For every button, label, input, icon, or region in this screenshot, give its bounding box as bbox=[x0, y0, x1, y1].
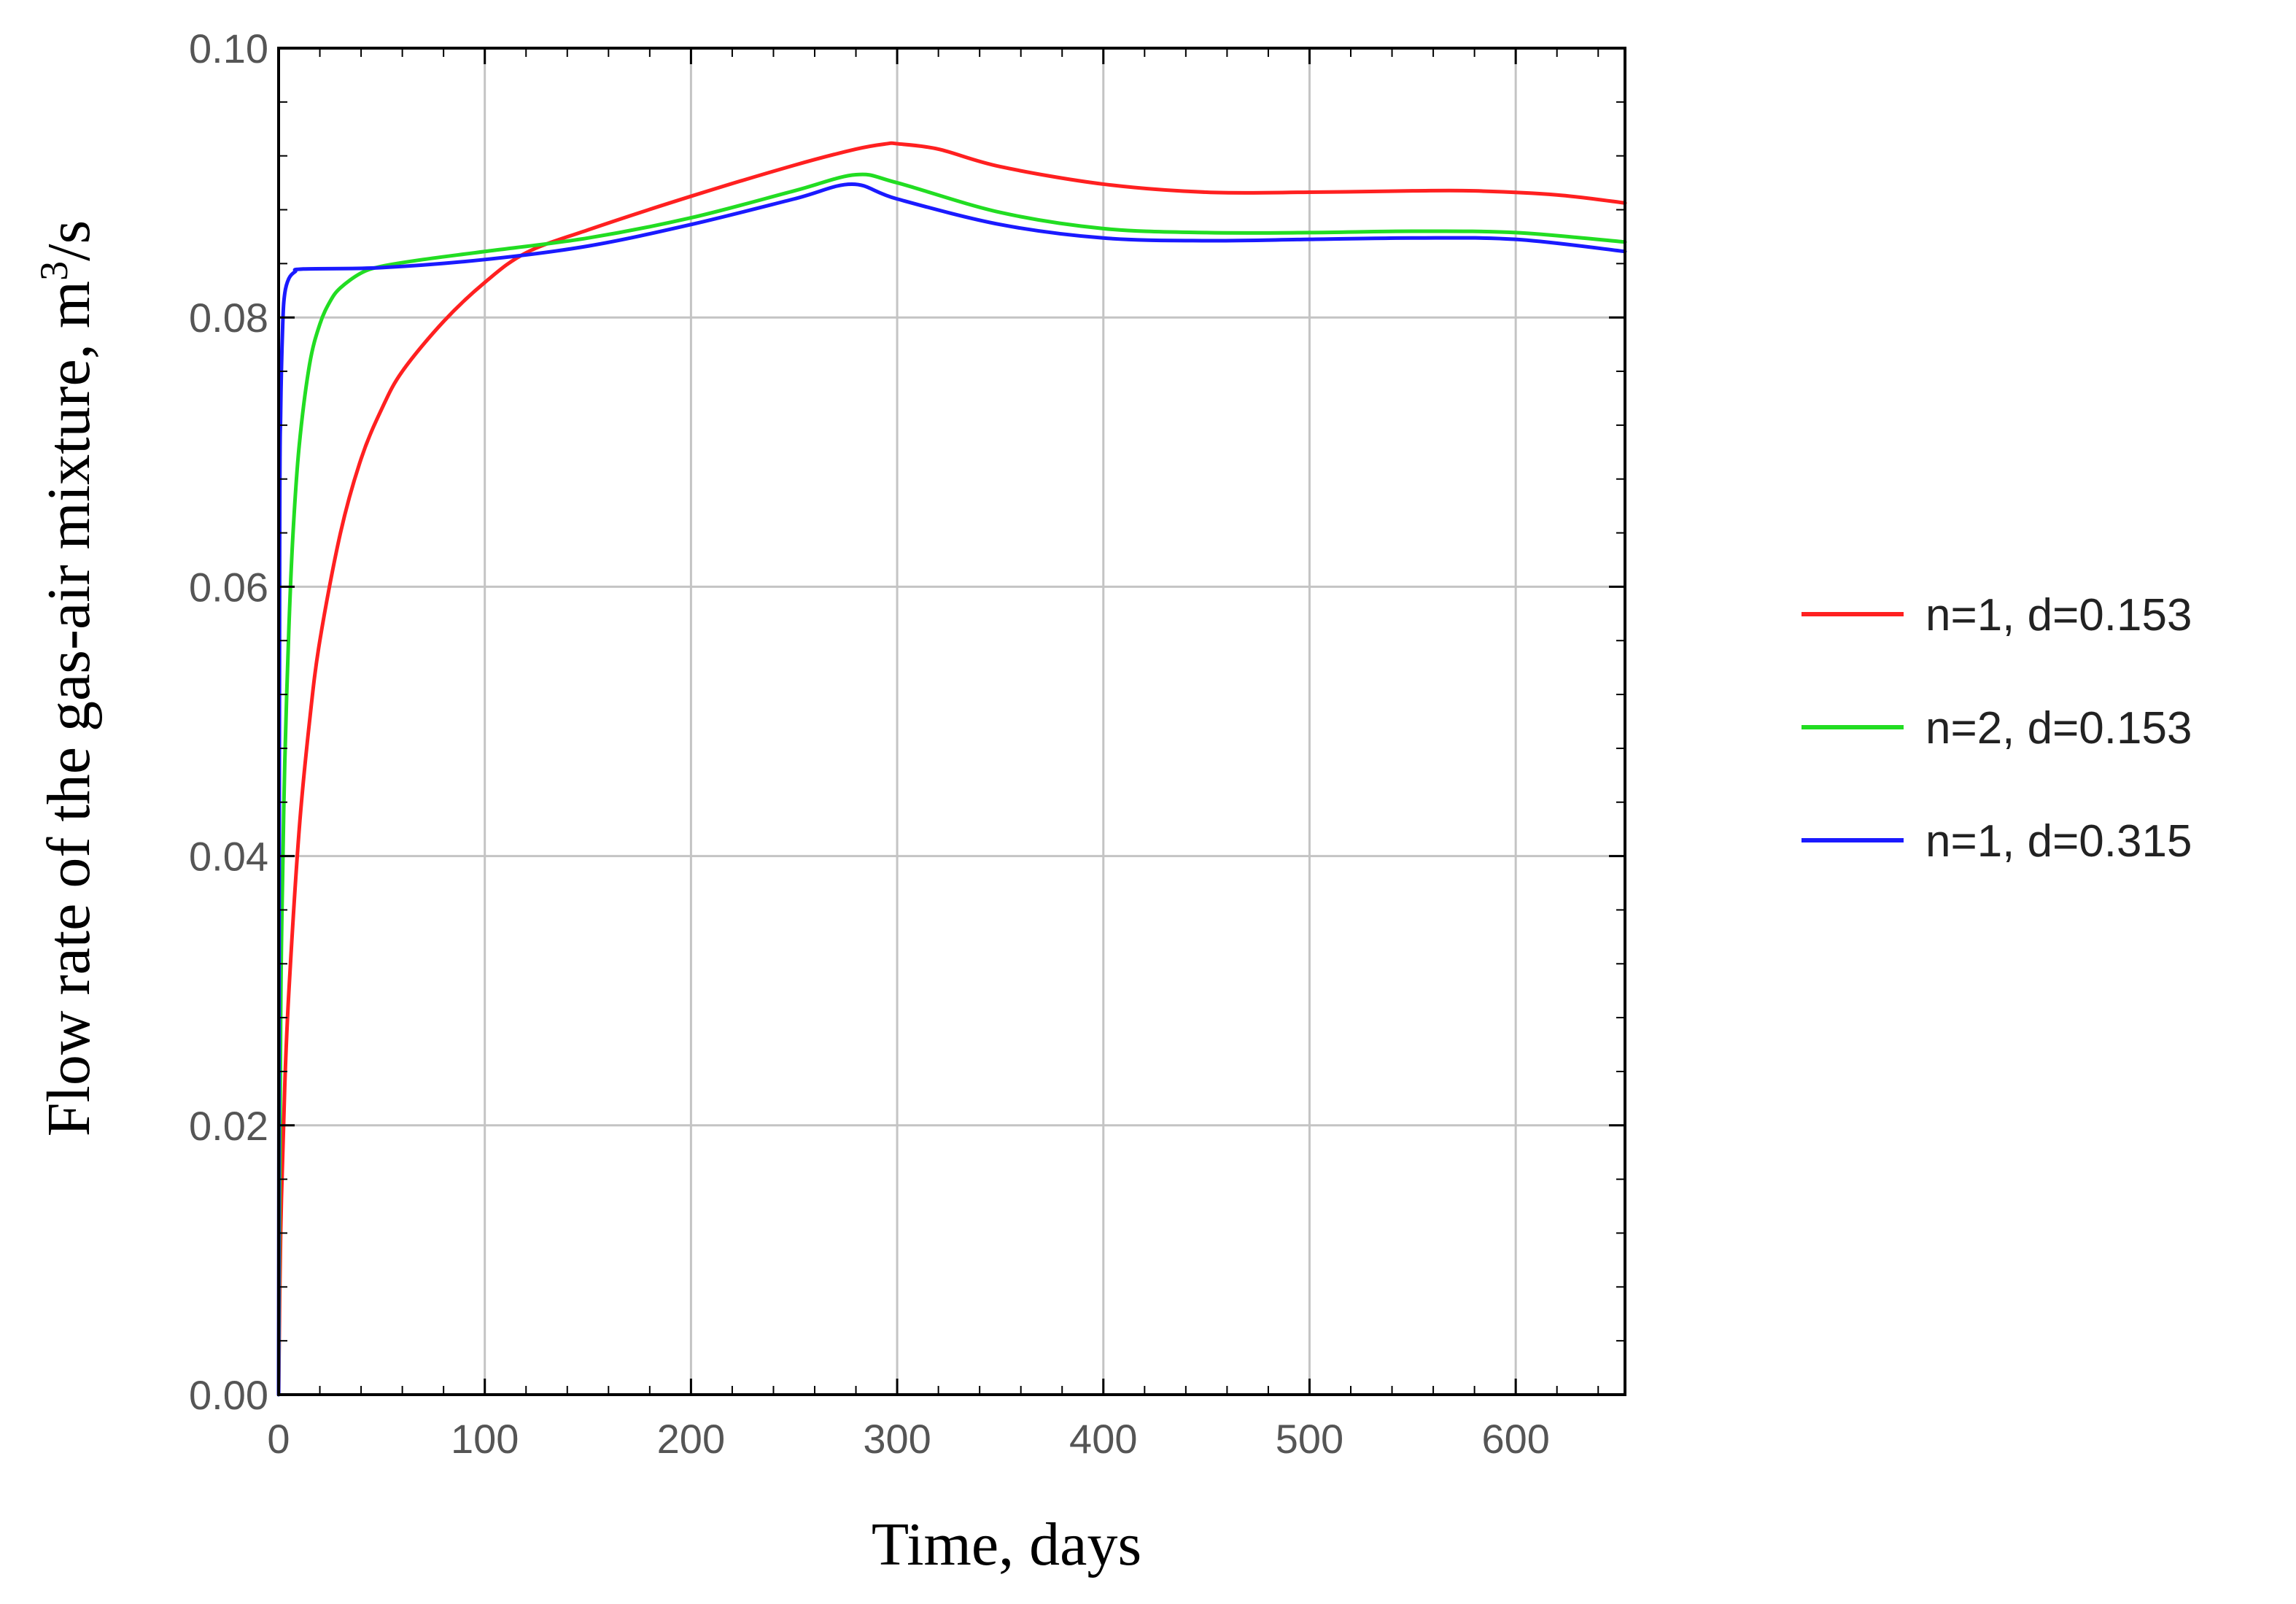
legend-label-2: n=1, d=0.315 bbox=[1925, 816, 2192, 867]
x-tick-labels: 0 100 200 300 400 500 600 bbox=[267, 1416, 1549, 1462]
legend: n=1, d=0.153 n=2, d=0.153 n=1, d=0.315 bbox=[1801, 590, 2192, 867]
x-axis-title: Time, days bbox=[872, 1511, 1141, 1578]
series-layer bbox=[276, 141, 1627, 1397]
grid bbox=[279, 48, 1625, 1395]
x-tick-label-6: 600 bbox=[1481, 1416, 1549, 1462]
y-tick-label-3: 0.06 bbox=[189, 564, 268, 610]
x-tick-label-0: 0 bbox=[267, 1416, 290, 1462]
ticks bbox=[277, 47, 1625, 1396]
y-tick-labels: 0.00 0.02 0.04 0.06 0.08 0.10 bbox=[189, 26, 268, 1418]
x-tick-label-3: 300 bbox=[863, 1416, 931, 1462]
series-line-0 bbox=[276, 141, 1627, 1397]
series-line-1 bbox=[276, 172, 1627, 1397]
x-tick-label-5: 500 bbox=[1276, 1416, 1343, 1462]
series-line-2 bbox=[276, 182, 1627, 1397]
y-tick-label-2: 0.04 bbox=[189, 834, 268, 880]
y-tick-label-4: 0.08 bbox=[189, 295, 268, 341]
y-tick-label-5: 0.10 bbox=[189, 26, 268, 71]
legend-label-0: n=1, d=0.153 bbox=[1925, 590, 2192, 640]
y-tick-label-0: 0.00 bbox=[189, 1372, 268, 1418]
legend-label-1: n=2, d=0.153 bbox=[1925, 703, 2192, 753]
y-axis-title: Flow rate of the gas-air mixture, m3/s bbox=[32, 220, 103, 1136]
y-axis-title-superscript: 3 bbox=[32, 261, 76, 281]
y-axis-title-main: Flow rate of the gas-air mixture, m bbox=[35, 281, 103, 1136]
x-tick-label-2: 200 bbox=[657, 1416, 725, 1462]
x-tick-label-1: 100 bbox=[451, 1416, 519, 1462]
y-tick-label-1: 0.02 bbox=[189, 1103, 268, 1149]
y-axis-title-tail: /s bbox=[35, 220, 103, 261]
plot-frame bbox=[277, 47, 1626, 1396]
x-tick-label-4: 400 bbox=[1069, 1416, 1137, 1462]
